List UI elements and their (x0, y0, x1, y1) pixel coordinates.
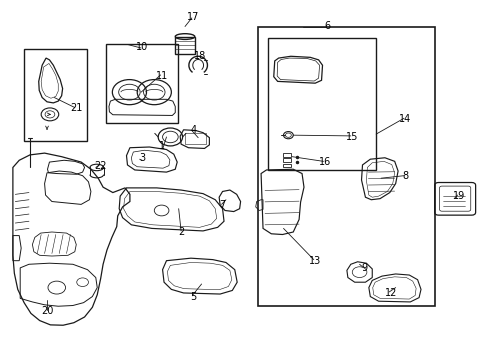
Text: 13: 13 (308, 256, 321, 266)
Bar (258, 27, 434, 306)
Text: 19: 19 (452, 191, 464, 201)
Text: 1: 1 (158, 141, 164, 151)
Bar (24, 49, 86, 140)
Text: 12: 12 (384, 288, 396, 298)
Text: 9: 9 (360, 263, 366, 273)
Text: 15: 15 (345, 132, 357, 142)
Text: 20: 20 (41, 306, 53, 316)
Text: 18: 18 (193, 51, 205, 61)
Text: 16: 16 (318, 157, 330, 167)
Bar (282, 158, 291, 162)
Text: 21: 21 (70, 103, 82, 113)
Bar (105, 44, 177, 123)
Bar (267, 38, 375, 170)
Text: 22: 22 (94, 161, 107, 171)
Bar (175, 37, 194, 54)
Text: 2: 2 (178, 227, 184, 237)
Text: 3: 3 (139, 153, 145, 163)
Text: 6: 6 (324, 21, 330, 31)
Text: 14: 14 (399, 114, 411, 124)
Text: 5: 5 (190, 292, 196, 302)
Bar (184, 133, 206, 144)
Text: 10: 10 (136, 42, 148, 52)
Bar (282, 163, 291, 167)
Text: 11: 11 (155, 71, 167, 81)
Text: 8: 8 (402, 171, 407, 181)
Text: 4: 4 (190, 125, 196, 135)
Text: 7: 7 (219, 200, 225, 210)
Text: 17: 17 (187, 12, 199, 22)
Bar (282, 153, 291, 157)
